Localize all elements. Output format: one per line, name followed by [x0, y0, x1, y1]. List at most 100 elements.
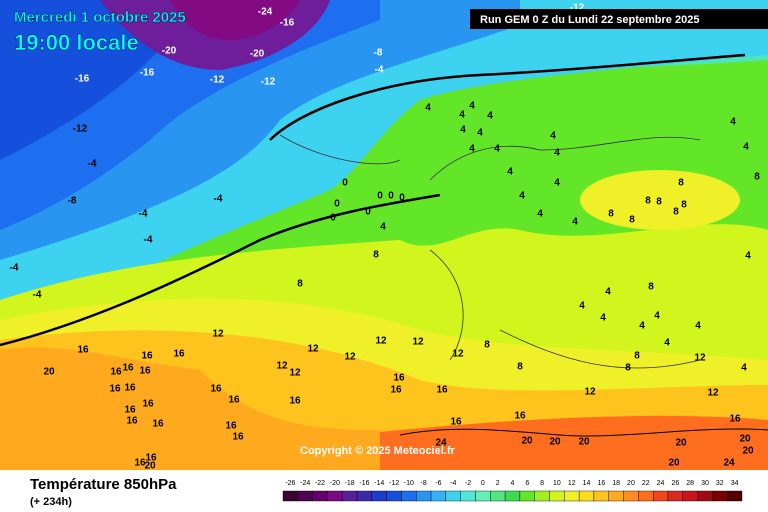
colorbar-label: -8 — [421, 480, 427, 487]
colorbar-label: 22 — [642, 480, 650, 487]
contour-label: 4 — [537, 209, 543, 220]
contour-label: -4 — [144, 235, 153, 246]
contour-label: 0 — [365, 207, 371, 218]
colorbar-swatch — [519, 490, 535, 502]
colorbar-label: -18 — [345, 480, 355, 487]
colorbar-swatch — [564, 490, 580, 502]
contour-label: 16 — [124, 383, 136, 394]
colorbar-label: 10 — [553, 480, 561, 487]
contour-label: 16 — [152, 419, 164, 430]
contour-label: 8 — [634, 351, 640, 362]
contour-label: 12 — [584, 387, 596, 398]
contour-label: 12 — [276, 361, 288, 372]
contour-label: 8 — [484, 340, 490, 351]
contour-label: 4 — [507, 167, 513, 178]
run-box — [470, 9, 768, 29]
colorbar-label: 34 — [731, 480, 739, 487]
colorbar-swatch — [534, 490, 550, 502]
contour-label: 4 — [460, 125, 466, 136]
contour-label: 16 — [173, 349, 185, 360]
contour-label: -16 — [75, 74, 90, 85]
contour-label: 20 — [675, 438, 687, 449]
contour-label: 4 — [550, 131, 556, 142]
colorbar-swatch — [401, 490, 417, 502]
contour-label: 8 — [517, 362, 523, 373]
colorbar-swatch — [327, 490, 343, 502]
colorbar-swatch — [282, 490, 299, 502]
colorbar-label: 16 — [597, 480, 605, 487]
colorbar-swatch — [682, 490, 698, 502]
contour-label: 4 — [425, 103, 431, 114]
contour-label: 0 — [330, 213, 336, 224]
contour-label: 16 — [142, 399, 154, 410]
contour-label: 4 — [695, 321, 701, 332]
contour-label: 4 — [554, 148, 560, 159]
colorbar-swatch — [623, 490, 639, 502]
contour-label: 16 — [124, 405, 136, 416]
contour-label: 0 — [334, 199, 340, 210]
contour-label: 4 — [654, 311, 660, 322]
colorbar-swatch — [356, 490, 373, 502]
colorbar-swatch — [578, 490, 595, 502]
copyright: Copyright © 2025 Meteociel.fr — [300, 445, 456, 457]
contour-label: 20 — [668, 458, 680, 469]
colorbar-label: -24 — [300, 480, 310, 487]
contour-label: 16 — [122, 363, 134, 374]
contour-label: 8 — [656, 197, 662, 208]
contour-label: 8 — [673, 207, 679, 218]
contour-label: 20 — [521, 436, 533, 447]
date: Mercredi 1 octobre 2025 — [14, 9, 186, 26]
contour-label: 20 — [739, 434, 751, 445]
colorbar-swatch — [608, 490, 624, 502]
contour-label: 4 — [743, 142, 749, 153]
contour-label: 8 — [629, 215, 635, 226]
contour-label: 4 — [477, 128, 483, 139]
colorbar-label: 0 — [481, 480, 485, 487]
colorbar-label: 6 — [525, 480, 529, 487]
contour-label: 16 — [225, 421, 237, 432]
contour-label: 12 — [694, 353, 706, 364]
colorbar-label: 18 — [612, 480, 620, 487]
contour-label: 4 — [579, 301, 585, 312]
contour-label: 20 — [43, 367, 55, 378]
contour-label: -20 — [250, 49, 265, 60]
colorbar-swatch — [712, 490, 728, 502]
contour-label: 4 — [459, 110, 465, 121]
contour-label: 16 — [436, 385, 448, 396]
contour-label: 4 — [745, 251, 751, 262]
contour-label: 4 — [639, 321, 645, 332]
colorbar-label: -2 — [465, 480, 471, 487]
colorbar-label: 32 — [716, 480, 724, 487]
colorbar-label: -6 — [435, 480, 441, 487]
contour-label: -8 — [68, 196, 77, 207]
contour-label: 20 — [144, 461, 156, 472]
contour-label: 8 — [297, 279, 303, 290]
contour-label: 16 — [109, 384, 121, 395]
contour-label: 8 — [608, 209, 614, 220]
colorbar-swatch — [549, 490, 565, 502]
contour-label: -12 — [73, 124, 88, 135]
contour-label: 4 — [664, 338, 670, 349]
contour-label: -20 — [162, 46, 177, 57]
contour-label: 8 — [373, 250, 379, 261]
colorbar-label: -10 — [404, 480, 414, 487]
contour-label: 8 — [678, 178, 684, 189]
contour-label: 20 — [578, 437, 590, 448]
contour-label: 12 — [289, 368, 301, 379]
contour-label: 12 — [344, 352, 356, 363]
contour-label: 4 — [605, 287, 611, 298]
colorbar-swatch — [297, 490, 313, 502]
contour-label: -4 — [88, 159, 97, 170]
colorbar: -26 -24 -22 -20 -18 -16 -14 -12 -10 -8 -6 -4 -2 0 2 4 6 8… — [282, 480, 743, 502]
contour-label: -4 — [139, 209, 148, 220]
contour-label: 4 — [494, 144, 500, 155]
colorbar-swatch — [726, 490, 743, 502]
contour-label: 12 — [707, 388, 719, 399]
contour-label: 16 — [141, 351, 153, 362]
colorbar-swatch — [475, 490, 491, 502]
run-info: Run GEM 0 Z du Lundi 22 septembre 2025 — [480, 14, 699, 26]
colorbar-label: 14 — [583, 480, 591, 487]
contour-label: 16 — [139, 366, 151, 377]
contour-label: 4 — [469, 101, 475, 112]
contour-label: 16 — [514, 411, 526, 422]
